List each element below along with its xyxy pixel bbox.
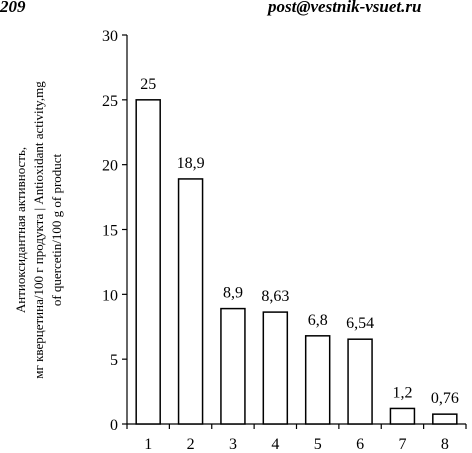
bar [262,311,289,425]
page-number: 209 [0,0,26,16]
y-axis-label-line: of quercetin/100 g of product [49,153,64,306]
bar [347,338,373,425]
y-axis-label-line: Антиоксидантная активность, [13,147,28,313]
bar [135,99,161,425]
y-axis-label: Антиоксидантная активность, мг кверцетина… [13,81,64,379]
x-tick-label: 5 [314,436,322,453]
x-tick-label: 3 [229,436,237,453]
bar [177,178,204,425]
x-tick-label: 4 [271,436,279,453]
data-label: 6,54 [346,315,374,332]
y-tick-label: 0 [110,417,118,434]
bars [135,99,458,425]
y-tick-label: 20 [102,158,118,175]
x-tick-label: 8 [441,436,449,453]
data-label: 0,76 [431,390,459,407]
y-tick-label: 30 [102,28,118,45]
x-tick-label: 7 [398,436,406,453]
bar [220,307,246,425]
bar [389,407,416,425]
data-label: 6,8 [308,312,328,329]
y-axis-label-line: мг кверцетина/100 г продукта | Antioxida… [31,81,46,379]
data-label: 8,63 [261,288,289,305]
data-label: 18,9 [177,155,205,172]
y-tick-label: 10 [102,287,118,304]
x-tick-label: 2 [187,436,195,453]
x-tick-label: 6 [356,436,364,453]
y-tick-label: 5 [110,352,118,369]
x-tick-label: 1 [144,436,152,453]
bar [304,335,331,425]
bar [432,413,458,425]
journal-email: post@vestnik-vsuet.ru [268,0,422,16]
data-label: 1,2 [392,384,412,401]
data-label: 8,9 [223,285,243,302]
data-labels: 25 18,9 8,9 8,63 6,8 6,54 1,2 0,76 [140,76,459,407]
y-tick-label: 25 [102,93,118,110]
y-tick-label: 15 [102,223,118,240]
data-label: 25 [140,76,156,93]
